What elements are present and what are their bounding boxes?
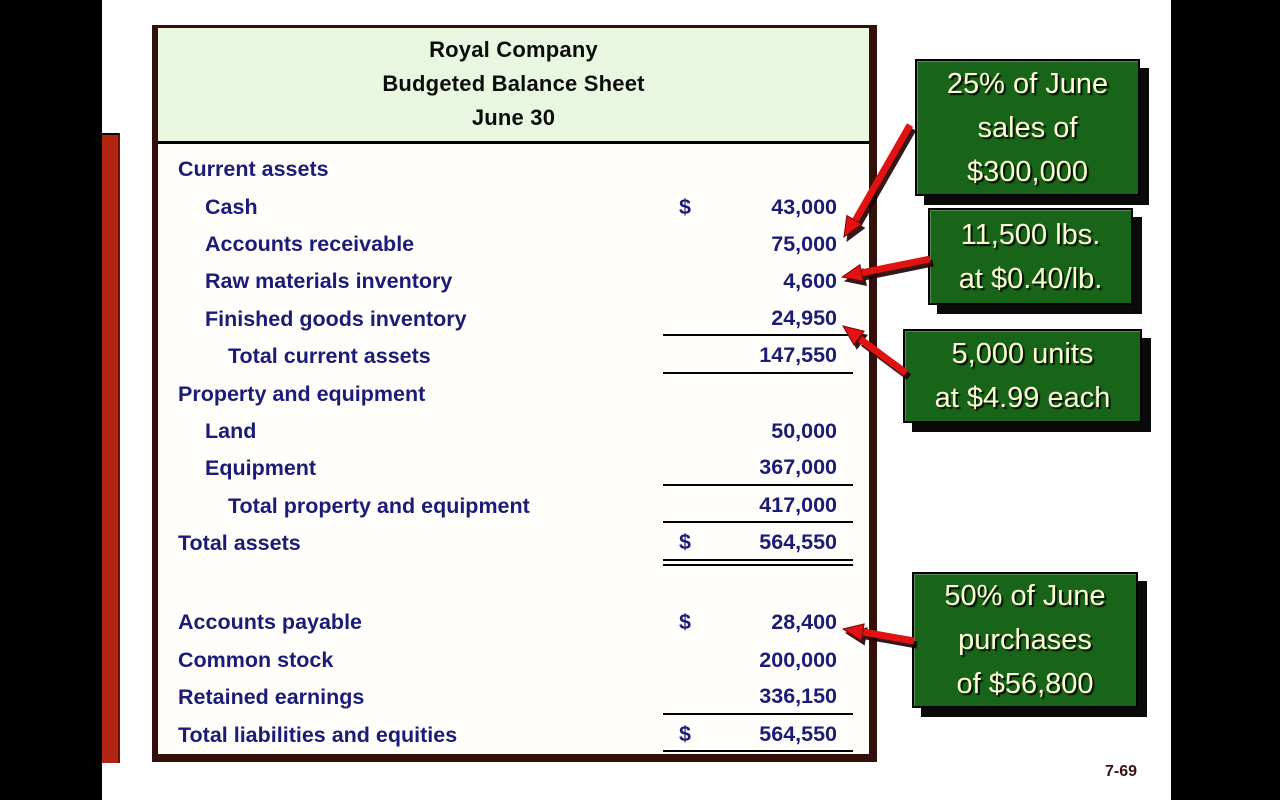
row-amount: 200,000 xyxy=(663,643,853,677)
row-value: 28,400 xyxy=(771,610,837,635)
row-value: 147,550 xyxy=(759,343,837,368)
row-value: 564,550 xyxy=(759,721,837,746)
callout-line: at $4.99 each xyxy=(934,382,1111,414)
currency-symbol: $ xyxy=(679,721,691,746)
callout-line: 11,500 lbs. xyxy=(960,218,1101,251)
table-row: Accounts payable $28,400 xyxy=(158,604,869,641)
company-name: Royal Company xyxy=(429,37,598,62)
page-number: 7-69 xyxy=(1104,763,1138,780)
row-value: 24,950 xyxy=(771,305,837,330)
row-value: 75,000 xyxy=(771,231,837,256)
statement-date: June 30 xyxy=(471,105,556,130)
table-row: Total assets $564,550 xyxy=(158,525,869,566)
balance-sheet-header: Royal Company Budgeted Balance Sheet Jun… xyxy=(158,28,869,144)
row-value: 564,550 xyxy=(759,530,837,555)
table-row: Finished goods inventory 24,950 xyxy=(158,301,869,338)
table-row: Accounts receivable 75,000 xyxy=(158,226,869,263)
row-amount: 24,950 xyxy=(663,302,853,337)
row-label: Total liabilities and equities xyxy=(178,722,458,747)
table-row: Retained earnings 336,150 xyxy=(158,679,869,716)
row-amount: 50,000 xyxy=(663,414,853,448)
currency-symbol: $ xyxy=(679,530,691,555)
row-label: Total current assets xyxy=(228,344,431,369)
row-amount: 75,000 xyxy=(663,227,853,261)
table-row: Total current assets 147,550 xyxy=(158,338,869,375)
row-amount: 367,000 xyxy=(663,452,853,486)
balance-sheet-rows: Current assets Cash $43,000 Accounts receiv… xyxy=(158,144,869,754)
row-amount: 147,550 xyxy=(663,340,853,374)
left-black-bar xyxy=(0,0,102,800)
row-label: Current assets xyxy=(178,157,329,182)
table-row: Total liabilities and equities $564,550 xyxy=(158,716,869,753)
callout-june-sales: 25% of June sales of $300,000 xyxy=(915,59,1140,196)
row-value: 417,000 xyxy=(759,492,837,517)
callout-line: $300,000 xyxy=(967,155,1088,188)
statement-title: Budgeted Balance Sheet xyxy=(382,71,645,96)
row-label: Finished goods inventory xyxy=(205,306,467,331)
row-label: Accounts payable xyxy=(178,610,362,635)
row-label: Total property and equipment xyxy=(228,493,530,518)
row-label: Total assets xyxy=(178,531,301,556)
row-label: Property and equipment xyxy=(178,381,426,406)
right-black-bar xyxy=(1171,0,1280,800)
row-label: Retained earnings xyxy=(178,685,365,710)
table-row: Current assets xyxy=(158,151,869,188)
row-label: Cash xyxy=(205,194,258,219)
row-amount: $43,000 xyxy=(663,190,853,224)
currency-symbol: $ xyxy=(679,610,691,635)
row-label: Common stock xyxy=(178,647,334,672)
callout-line: 50% of June xyxy=(944,580,1106,612)
row-amount: $564,550 xyxy=(663,527,853,566)
red-accent-bar xyxy=(102,133,120,763)
callout-line: 25% of June xyxy=(946,67,1109,100)
row-amount: 336,150 xyxy=(663,681,853,715)
callout-line: purchases xyxy=(958,624,1092,656)
row-value: 43,000 xyxy=(771,194,837,219)
row-value: 336,150 xyxy=(759,684,837,709)
row-amount: 4,600 xyxy=(663,265,853,299)
table-row xyxy=(158,562,869,604)
callout-line: of $56,800 xyxy=(956,668,1094,700)
table-row: Total property and equipment 417,000 xyxy=(158,488,869,525)
currency-symbol: $ xyxy=(679,194,691,219)
row-label: Raw materials inventory xyxy=(205,269,453,294)
row-value: 50,000 xyxy=(771,418,837,443)
table-row: Property and equipment xyxy=(158,375,869,412)
table-row: Common stock 200,000 xyxy=(158,642,869,679)
row-amount: $564,550 xyxy=(663,718,853,753)
row-label: Equipment xyxy=(205,456,317,481)
row-value: 4,600 xyxy=(783,269,837,294)
callout-accounts-payable: 50% of June purchases of $56,800 xyxy=(912,572,1138,708)
table-row: Equipment 367,000 xyxy=(158,450,869,487)
row-label: Accounts receivable xyxy=(205,231,415,256)
callout-line: sales of xyxy=(977,111,1078,144)
row-amount: 417,000 xyxy=(663,489,853,524)
balance-sheet-table: Royal Company Budgeted Balance Sheet Jun… xyxy=(152,25,877,762)
callout-finished-goods: 5,000 units at $4.99 each xyxy=(903,329,1142,423)
row-value: 200,000 xyxy=(759,647,837,672)
row-amount: $28,400 xyxy=(663,606,853,640)
table-row: Land 50,000 xyxy=(158,413,869,450)
table-row: Raw materials inventory 4,600 xyxy=(158,263,869,300)
callout-line: at $0.40/lb. xyxy=(958,262,1103,295)
callout-line: 5,000 units xyxy=(951,338,1094,370)
row-label: Land xyxy=(205,418,257,443)
callout-raw-materials: 11,500 lbs. at $0.40/lb. xyxy=(928,208,1133,305)
row-value: 367,000 xyxy=(759,455,837,480)
table-row: Cash $43,000 xyxy=(158,188,869,225)
